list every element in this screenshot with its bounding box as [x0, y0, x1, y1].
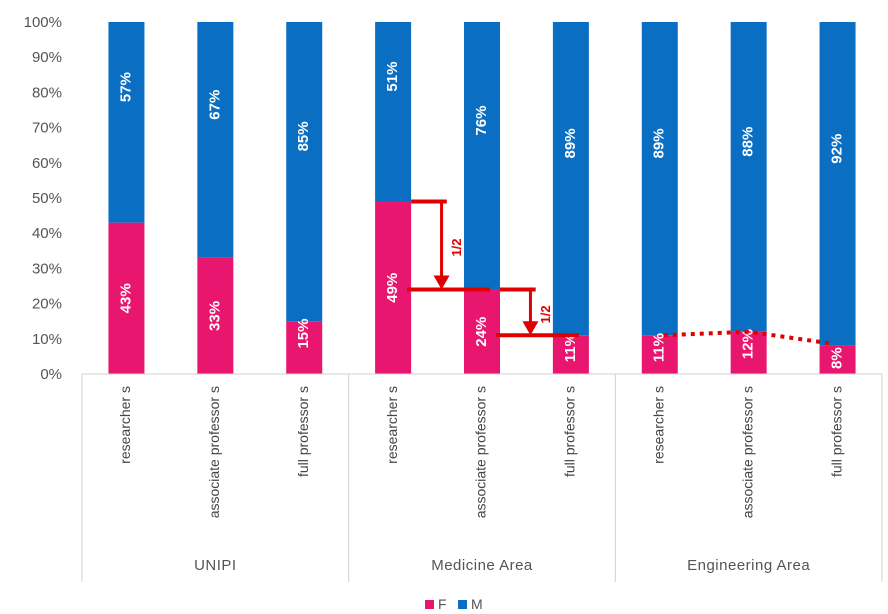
group-label: UNIPI — [194, 557, 237, 574]
bar-m — [641, 22, 678, 336]
bar-label-m: 88% — [740, 127, 757, 157]
legend-label: F — [438, 596, 447, 612]
category-label: researcher s — [650, 386, 666, 464]
y-tick-label: 20% — [32, 296, 62, 313]
bar-f — [197, 257, 234, 374]
legend-swatch — [458, 600, 467, 609]
bars — [108, 22, 856, 374]
bar-label-f: 33% — [206, 301, 223, 331]
y-tick-label: 0% — [40, 366, 62, 383]
bar-label-f: 8% — [829, 347, 846, 369]
y-axis: 0% 10% 20% 30% 40% 50% 60% 70% 80% 90% 100% — [24, 14, 62, 383]
bar-label-m: 67% — [206, 90, 223, 120]
y-tick-label: 90% — [32, 49, 62, 66]
category-label: full professor s — [562, 386, 578, 477]
y-tick-label: 10% — [32, 331, 62, 348]
y-tick-label: 100% — [24, 14, 62, 31]
bar-f — [552, 335, 589, 374]
bar-m — [464, 22, 500, 290]
bar-label-f: 12% — [740, 329, 757, 359]
bar-f — [641, 335, 678, 374]
halving-arrow-head — [522, 321, 539, 336]
bar-label-m: 76% — [473, 106, 490, 136]
bar-f — [464, 289, 500, 374]
bar-m — [819, 22, 856, 346]
bar-f — [286, 321, 323, 374]
bar-f — [108, 222, 145, 374]
category-label: associate professor s — [739, 386, 755, 518]
y-tick-label: 50% — [32, 190, 62, 207]
category-label: associate professor s — [206, 386, 222, 518]
y-tick-label: 70% — [32, 120, 62, 137]
bar-m — [375, 22, 412, 202]
bar-label-m: 85% — [295, 121, 312, 151]
bar-label-f: 24% — [473, 317, 490, 347]
bar-label-m: 89% — [651, 128, 668, 158]
bar-label-m: 57% — [117, 72, 134, 102]
bar-label-m: 89% — [562, 128, 579, 158]
category-label: associate professor s — [473, 386, 489, 518]
bar-label-m: 92% — [829, 134, 846, 164]
bar-label-f: 49% — [384, 273, 401, 303]
bar-f — [375, 201, 412, 374]
bar-labels: 43% 57% 33% 67% 15% 85% 49% 51% 24% 76% 11% 89% 11% 8… — [117, 62, 845, 369]
bar-label-f: 11% — [562, 333, 579, 362]
bar-m — [286, 22, 323, 322]
bar-label-f: 11% — [651, 333, 668, 362]
halving-label: 1/2 — [449, 238, 464, 256]
category-label: full professor s — [828, 386, 844, 477]
category-label: researcher s — [117, 386, 133, 464]
y-tick-label: 30% — [32, 260, 62, 277]
bar-f — [819, 345, 856, 374]
y-tick-label: 40% — [32, 225, 62, 242]
bar-m — [730, 22, 767, 332]
legend-label: M — [471, 596, 483, 612]
bar-m — [108, 22, 145, 223]
bar-f — [730, 331, 767, 374]
bar-label-f: 43% — [117, 283, 134, 313]
category-label: researcher s — [384, 386, 400, 464]
group-label: Medicine Area — [431, 557, 533, 574]
x-axis: researcher s associate professor s full pr… — [81, 373, 883, 582]
halving-label: 1/2 — [538, 305, 553, 323]
bar-m — [197, 22, 234, 258]
annotations: 1/2 1/2 — [407, 199, 834, 346]
y-tick-label: 60% — [32, 155, 62, 172]
bar-label-f: 15% — [295, 319, 312, 349]
group-label: Engineering Area — [687, 557, 810, 574]
category-label: full professor s — [295, 386, 311, 477]
engineering-trend-dotted-line — [663, 329, 834, 346]
bar-m — [552, 22, 589, 336]
legend-swatch — [425, 600, 434, 609]
y-tick-label: 80% — [32, 84, 62, 101]
bar-label-m: 51% — [384, 62, 401, 92]
halving-arrow-head — [433, 275, 450, 290]
